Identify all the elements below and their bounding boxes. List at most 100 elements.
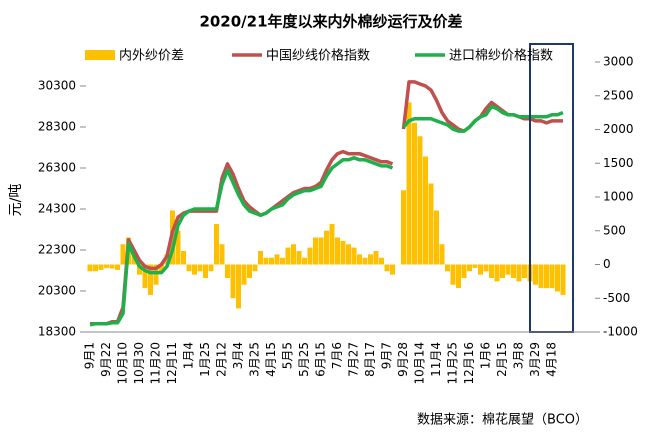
bar xyxy=(269,257,274,265)
y-tick-label: 28300 xyxy=(38,120,76,134)
bar xyxy=(445,264,450,272)
bar xyxy=(236,264,241,309)
legend-label: 进口棉纱价格指数 xyxy=(449,48,553,64)
bar xyxy=(247,264,252,278)
x-tick-label: 5月25 xyxy=(297,342,311,377)
source-note: 数据来源：棉花展望（BCO） xyxy=(417,412,588,428)
bar xyxy=(472,264,478,268)
bar xyxy=(137,264,142,275)
x-tick-label: 8月17 xyxy=(363,342,377,377)
x-tick-label: 10月10 xyxy=(116,342,130,385)
y2-tick-label: 1000 xyxy=(603,190,634,204)
bar xyxy=(538,264,544,289)
x-tick-label: 6月15 xyxy=(314,342,328,377)
bar xyxy=(384,264,390,272)
bar xyxy=(406,102,412,265)
bar xyxy=(120,244,126,265)
x-tick-label: 4月18 xyxy=(545,342,559,377)
bar xyxy=(335,237,340,265)
y2-tick-label: 2000 xyxy=(603,122,634,136)
bar xyxy=(258,251,263,265)
bar xyxy=(225,264,230,278)
x-tick-label: 11月20 xyxy=(149,342,163,385)
x-tick-label: 9月7 xyxy=(380,342,394,369)
x-tick-label: 3月4 xyxy=(231,342,245,369)
bar xyxy=(197,264,203,272)
y-axis-label: 元/吨 xyxy=(8,184,24,217)
bar xyxy=(203,264,208,278)
x-tick-label: 12月11 xyxy=(165,342,179,385)
bar xyxy=(230,264,236,299)
bar xyxy=(313,237,318,265)
bar xyxy=(423,156,428,265)
bar xyxy=(148,264,153,295)
bar xyxy=(555,264,560,292)
bar xyxy=(192,264,197,275)
bar xyxy=(379,257,384,265)
y2-tick-label: -500 xyxy=(603,291,630,305)
y2-tick-label: -1000 xyxy=(603,325,638,339)
bar xyxy=(450,264,456,285)
bar xyxy=(456,264,461,289)
y2-tick-label: 0 xyxy=(603,257,611,271)
bar xyxy=(175,230,181,265)
y-tick-label: 20300 xyxy=(38,284,76,298)
chart-title: 2020/21年度以来内外棉纱运行及价差 xyxy=(199,13,462,31)
bar xyxy=(219,244,225,265)
bar xyxy=(104,264,109,268)
x-tick-label: 4月15 xyxy=(264,342,278,377)
x-tick-label: 3月8 xyxy=(512,342,526,369)
y2-tick-label: 2500 xyxy=(603,88,634,102)
x-tick-label: 1月4 xyxy=(182,342,196,369)
x-tick-label: 2月15 xyxy=(495,342,509,377)
bar xyxy=(263,257,269,265)
x-tick-label: 10月14 xyxy=(413,342,427,385)
bar xyxy=(252,264,258,272)
bar xyxy=(280,257,285,265)
bar xyxy=(93,264,98,272)
bar xyxy=(533,264,538,285)
bar xyxy=(357,254,362,265)
bar xyxy=(373,251,379,265)
x-tick-label: 5月5 xyxy=(281,342,295,369)
y-tick-label: 30300 xyxy=(38,79,76,93)
bar xyxy=(181,251,186,265)
x-tick-label: 3月25 xyxy=(248,342,262,377)
bar xyxy=(285,247,291,265)
x-tick-label: 2月12 xyxy=(215,342,229,377)
x-tick-label: 9月22 xyxy=(99,342,113,377)
x-tick-label: 7月6 xyxy=(330,342,344,369)
bar xyxy=(489,264,494,278)
bar xyxy=(214,224,219,265)
bar xyxy=(291,244,296,265)
bar xyxy=(274,254,280,265)
bar xyxy=(241,264,247,285)
bar xyxy=(296,251,302,265)
x-tick-label: 7月27 xyxy=(347,342,361,377)
bar xyxy=(307,247,313,265)
bar xyxy=(516,264,522,282)
y-tick-label: 18300 xyxy=(38,325,76,339)
bar xyxy=(401,190,406,265)
bar xyxy=(208,264,214,272)
bar xyxy=(115,264,120,270)
bar xyxy=(390,264,395,275)
x-tick-label: 1月6 xyxy=(479,342,493,369)
line xyxy=(89,104,564,327)
bar xyxy=(483,264,489,272)
bar xyxy=(467,264,472,272)
legend-label: 中国纱线价格指数 xyxy=(266,48,370,64)
y-tick-label: 26300 xyxy=(38,161,76,175)
bar xyxy=(478,264,483,275)
bar xyxy=(164,254,170,265)
x-tick-label: 11月4 xyxy=(429,342,443,377)
bar xyxy=(434,210,439,265)
bar xyxy=(340,240,346,265)
bar xyxy=(500,264,505,278)
bar xyxy=(329,224,335,265)
bar xyxy=(153,264,159,285)
bar xyxy=(417,136,423,265)
y2-tick-label: 3000 xyxy=(603,55,634,69)
legend-swatch xyxy=(85,50,115,60)
bar xyxy=(439,244,445,265)
